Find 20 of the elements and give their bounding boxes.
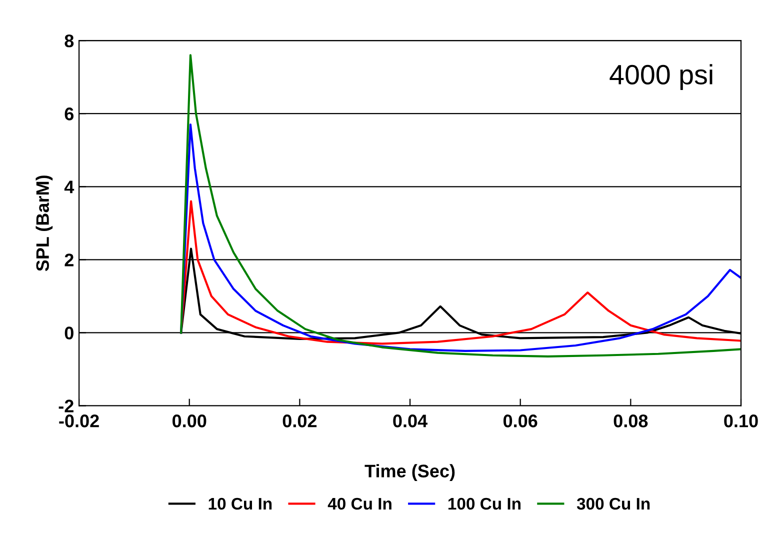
x-tick-label: 0.04 <box>393 414 428 428</box>
y-axis-title: SPL (BarM) <box>36 176 53 272</box>
y-tick-label: 2 <box>64 254 74 266</box>
legend-label: 10 Cu In <box>208 498 272 510</box>
legend-label: 300 Cu In <box>576 498 650 510</box>
y-tick-label: 0 <box>64 326 74 340</box>
x-tick-label: -0.02 <box>59 414 99 428</box>
y-tick-label: 8 <box>64 34 74 48</box>
y-tick-label: 4 <box>64 180 74 194</box>
x-tick-label: 0.10 <box>724 414 758 428</box>
legend-label: 40 Cu In <box>328 498 392 510</box>
y-tick-label: -2 <box>58 400 74 412</box>
x-tick-label: 0.06 <box>503 414 538 428</box>
x-tick-label: 0.08 <box>614 414 648 428</box>
y-tick-label: 6 <box>64 108 74 120</box>
legend-label: 100 Cu In <box>448 498 520 510</box>
x-axis-title: Time (Sec) <box>364 464 455 482</box>
x-tick-label: 0.02 <box>282 414 317 428</box>
x-tick-label: 0.00 <box>172 414 206 428</box>
annotation: 4000 psi <box>610 64 712 90</box>
